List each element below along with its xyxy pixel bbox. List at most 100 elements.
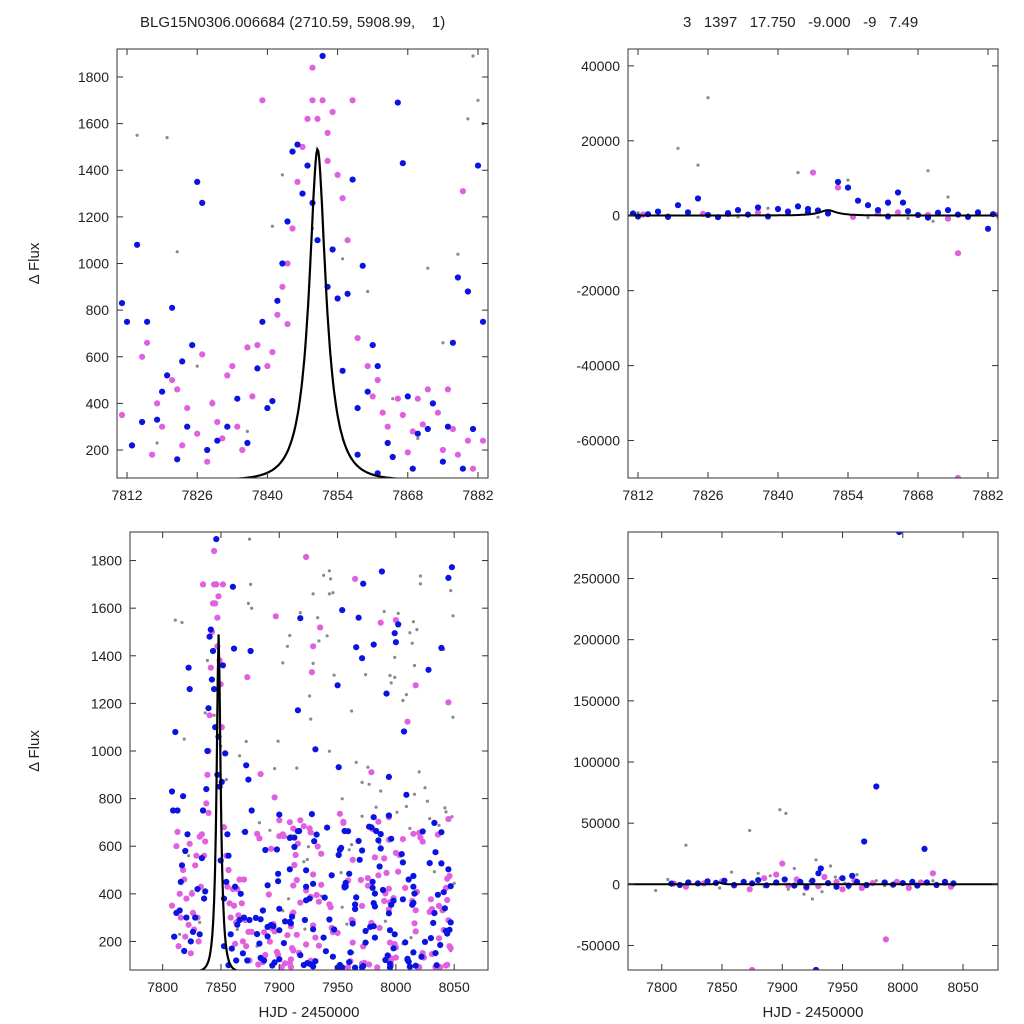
data-point-magenta [271, 794, 278, 801]
data-point-magenta [198, 831, 205, 838]
chart-panel-top-right: 7812 7826 7840 7854 7868 7882 -60000 -40000 -200… [576, 48, 1004, 503]
data-point-magenta [235, 912, 242, 919]
y-tick-label: 400 [99, 886, 123, 902]
data-point-gray [696, 163, 700, 167]
data-point-blue [233, 957, 240, 964]
data-point-blue [264, 933, 271, 940]
data-point-gray [792, 866, 796, 871]
data-point-gray [768, 874, 772, 878]
data-point-blue [405, 876, 412, 883]
data-point-blue [429, 400, 436, 407]
data-point-gray [410, 641, 414, 645]
data-point-blue [464, 288, 471, 295]
data-point-gray [730, 870, 734, 874]
data-point-blue [369, 878, 376, 886]
data-point-gray [412, 663, 417, 668]
data-point-magenta [300, 823, 307, 830]
plot-frame [627, 531, 999, 971]
data-point-blue [362, 939, 369, 946]
data-point-gray [305, 857, 309, 862]
y-tick-label: -40000 [576, 358, 620, 374]
x-axis-title: HJD - 2450000 [763, 1004, 864, 1021]
data-point-blue [134, 241, 141, 248]
x-tick-label: 7826 [182, 487, 213, 503]
data-point-blue [404, 955, 411, 962]
data-point-gray [411, 620, 415, 624]
data-point-magenta [882, 936, 890, 943]
data-point-blue [385, 773, 392, 781]
data-point-blue [442, 927, 450, 935]
data-point-blue [391, 931, 398, 938]
data-point-blue [370, 814, 377, 821]
data-point-blue [144, 318, 151, 325]
data-point-magenta [290, 825, 297, 832]
data-point-magenta [409, 428, 416, 435]
data-point-gray [404, 804, 408, 809]
data-point-magenta [414, 395, 421, 402]
data-point-gray [306, 845, 310, 849]
data-point-magenta [308, 669, 315, 676]
data-point-magenta [286, 819, 293, 826]
data-point-blue [424, 425, 431, 433]
data-point-blue [409, 465, 416, 472]
data-point-blue [784, 208, 792, 216]
data-point-gray [415, 628, 419, 632]
chart-panel-top-left: 7812 7826 7840 7854 7868 7882 200 400 600 800 1000… [26, 48, 494, 503]
data-point-blue [336, 846, 343, 853]
data-point-blue [234, 921, 241, 928]
data-point-magenta [268, 845, 275, 852]
y-tick-label: 400 [86, 395, 110, 411]
data-point-gray [855, 873, 859, 877]
y-tick-label: -50000 [576, 938, 620, 954]
data-point-magenta [375, 818, 382, 825]
data-point-blue [339, 607, 346, 614]
data-point-magenta [303, 553, 310, 561]
data-point-magenta [284, 260, 291, 267]
data-point-magenta [905, 884, 912, 892]
data-point-blue [256, 940, 263, 947]
data-point-blue [232, 883, 239, 890]
data-point-blue [341, 883, 348, 890]
data-point-gray [276, 739, 280, 743]
data-point-gray [906, 216, 910, 220]
data-point-gray [393, 655, 397, 660]
data-point-magenta [289, 945, 296, 952]
data-point-gray [366, 765, 370, 769]
data-point-gray [360, 814, 364, 818]
data-point-blue [734, 207, 742, 214]
data-point-blue [355, 837, 362, 845]
data-point-blue [815, 870, 822, 877]
data-point-gray [364, 673, 368, 677]
data-point-magenta [376, 924, 383, 932]
data-point-blue [154, 416, 161, 423]
y-axis-title: Δ Flux [26, 730, 43, 772]
data-point-magenta [404, 718, 411, 725]
y-tick-label: 800 [86, 302, 110, 318]
data-point-magenta [379, 409, 386, 416]
data-point-blue [324, 824, 331, 831]
data-point-blue [353, 644, 360, 651]
data-point-magenta [327, 904, 334, 911]
data-point-magenta [230, 902, 238, 909]
data-point-blue [474, 162, 482, 169]
data-point-magenta [227, 914, 234, 921]
data-point-gray [396, 611, 400, 616]
data-point-magenta [419, 838, 426, 845]
x-tick-label: 7900 [264, 979, 295, 995]
data-point-gray [409, 936, 413, 940]
data-point-blue [181, 947, 188, 955]
data-point-blue [310, 926, 317, 933]
data-point-magenta [839, 886, 846, 893]
data-point-gray [325, 634, 329, 638]
data-point-blue [346, 959, 353, 966]
data-point-magenta [289, 225, 296, 232]
data-point-blue [222, 750, 229, 757]
data-point-gray [476, 98, 480, 102]
data-point-blue [403, 791, 410, 798]
data-point-gray [828, 864, 833, 868]
data-point-blue [809, 877, 816, 884]
data-point-blue [346, 870, 353, 877]
header-right-label: 3 1397 17.750 -9.000 -9 7.49 [683, 14, 919, 31]
data-point-blue [326, 916, 333, 923]
data-point-blue [479, 318, 487, 325]
